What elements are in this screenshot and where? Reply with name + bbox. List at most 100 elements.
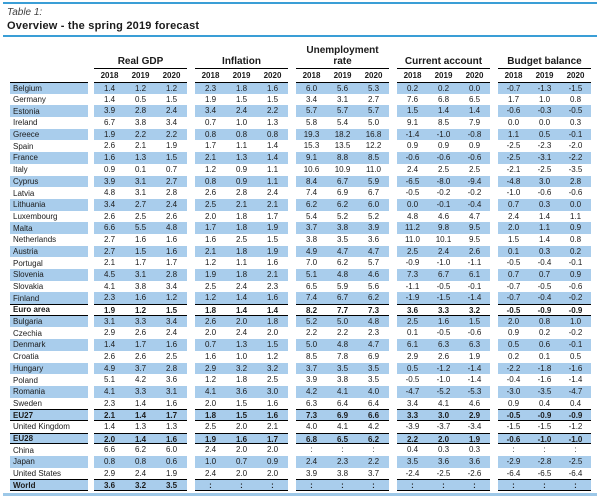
column-gap (490, 199, 498, 211)
value-cell: 1.2 (204, 258, 217, 268)
row-value-group: 0.4 0.3 0.3 (397, 444, 490, 456)
row-label: Italy (13, 165, 28, 175)
table-row: EU28 2.0 1.4 1.6 1.9 1.6 1.7 6.8 6.5 6.2 2.2 2.0 1.9… (0, 432, 600, 445)
column-gap (389, 129, 397, 141)
row-value-group: 1.9 2.2 2.2 (94, 128, 187, 141)
row-value-group: 6.5 5.9 5.6 (296, 281, 389, 293)
column-gap (288, 444, 296, 456)
value-cell: 1.9 (266, 223, 279, 233)
value-cell: : (209, 481, 212, 491)
value-cell: 1.4 (103, 84, 116, 93)
column-gap (490, 94, 498, 106)
value-cell: 0.2 (507, 351, 520, 361)
value-cell: 2.1 (266, 421, 279, 431)
row-value-group: 9.1 8.5 7.9 (397, 117, 490, 129)
value-cell: 3.6 (165, 375, 178, 385)
row-value-group: 3.4 3.1 2.7 (296, 94, 389, 106)
value-cell: 2.9 (103, 328, 116, 338)
value-cell: 8.4 (305, 176, 318, 186)
table-row: Portugal 2.1 1.7 1.7 1.2 1.1 1.6 7.0 6.2 5.7 -0.9-… (0, 257, 600, 269)
table-row: Luxembourg 2.6 2.5 2.6 2.0 1.8 1.7 5.4 5.2 5.2 4.8… (0, 211, 600, 223)
row-label: Lithuania (10, 198, 88, 211)
row-value-group: 0.0 -0.1 -0.4 (397, 198, 490, 211)
value-cell: 2.4 (305, 457, 318, 466)
value-cell: 4.8 (367, 316, 380, 326)
table-row: United States 2.9 2.4 1.9 2.4 2.0 2.0 3.9 3.8 3.7… (0, 468, 600, 480)
value-cell: 6.5 (468, 94, 481, 104)
row-value-group: 1.9 1.6 1.7 (195, 432, 288, 445)
row-label: Austria (10, 245, 88, 258)
value-cell: 2.3 (367, 328, 380, 338)
value-cell: -0.6 (405, 153, 420, 163)
row-value-group: -0.6 -0.6 -0.6 (397, 152, 490, 164)
value-cell: 2.4 (437, 246, 450, 256)
value-cell: 2.4 (266, 188, 279, 198)
value-cell: 5.7 (367, 258, 380, 268)
row-value-group: 2.0 0.8 1.0 (498, 315, 591, 328)
column-gap (490, 374, 498, 386)
value-cell: 1.6 (165, 234, 178, 244)
value-cell: 1.6 (165, 246, 178, 256)
column-group-header: Inflation (195, 39, 288, 69)
value-cell: 0.3 (437, 445, 450, 455)
value-cell: 1.8 (204, 411, 217, 421)
value-cell: -0.9 (537, 306, 552, 316)
column-gap (288, 409, 296, 421)
column-gap (490, 222, 498, 234)
row-label: Cyprus (10, 175, 88, 188)
row-value-group: 0.7 1.0 1.3 (195, 117, 288, 129)
column-gap (389, 351, 397, 363)
row-value-group: 5.2 5.0 4.8 (296, 315, 389, 328)
value-cell: 3.8 (336, 375, 349, 385)
column-gap (490, 69, 498, 82)
value-cell: 1.7 (204, 141, 217, 151)
value-cell: -1.0 (537, 434, 552, 444)
column-gap (490, 82, 498, 94)
row-value-group: 0.9 0.4 0.4 (498, 398, 591, 410)
year-header: 2018 (403, 71, 422, 80)
row-value-group: ::: (498, 444, 591, 456)
row-value-group: ::: (296, 479, 389, 492)
row-value-group: 0.9 0.1 0.7 (94, 164, 187, 176)
value-cell: 5.4 (336, 118, 349, 128)
value-cell: 3.6 (468, 457, 481, 466)
value-cell: 2.5 (204, 199, 217, 209)
value-cell: 0.9 (406, 141, 419, 151)
value-cell: -5.2 (436, 386, 451, 396)
row-value-group: 3.4 2.7 2.4 (94, 198, 187, 211)
row-value-group: 7.4 6.7 6.2 (296, 292, 389, 305)
value-cell: 0.0 (538, 118, 551, 128)
row-value-group: 3.1 3.3 3.4 (94, 315, 187, 328)
value-cell: 1.1 (266, 164, 279, 174)
value-cell: 3.8 (134, 118, 147, 128)
value-cell: -1.0 (506, 188, 521, 198)
row-value-group: ::: (195, 479, 288, 492)
value-cell: 0.9 (235, 164, 248, 174)
row-value-group: -0.9 -1.0 -1.1 (397, 257, 490, 269)
table-row: Croatia 2.6 2.6 2.5 1.6 1.0 1.2 8.5 7.8 6.9 2.9 2.6… (0, 351, 600, 363)
value-cell: 6.8 (437, 94, 450, 104)
value-cell: 1.7 (134, 340, 147, 350)
row-value-group: 6.1 6.3 6.3 (397, 339, 490, 351)
row-value-group: 2.6 2.1 1.9 (94, 140, 187, 152)
row-value-group: 2.6 2.5 2.6 (94, 211, 187, 223)
value-cell: -1.9 (405, 293, 420, 303)
row-value-group: 0.8 0.8 0.6 (94, 456, 187, 468)
value-cell: 0.8 (569, 234, 582, 244)
value-cell: 1.9 (103, 306, 116, 316)
table-row: Finland 2.3 1.6 1.2 1.2 1.4 1.6 7.4 6.7 6.2 -1.9 -1… (0, 292, 600, 305)
column-gap (187, 129, 195, 141)
value-cell: 2.3 (204, 84, 217, 93)
value-cell: 0.4 (569, 398, 582, 408)
value-cell: 2.0 (103, 434, 116, 444)
value-cell: 2.0 (507, 223, 520, 233)
value-cell: 2.5 (437, 164, 450, 174)
value-cell: -6.5 (405, 176, 420, 186)
value-cell: 2.2 (165, 129, 178, 139)
year-header-group: 2018 2019 2020 (195, 69, 288, 82)
column-group-header: Current account (397, 39, 490, 69)
value-cell: 2.6 (134, 351, 147, 361)
value-cell: 1.0 (538, 94, 551, 104)
row-value-group: 1.4 1.3 1.3 (94, 421, 187, 433)
column-gap (389, 386, 397, 398)
